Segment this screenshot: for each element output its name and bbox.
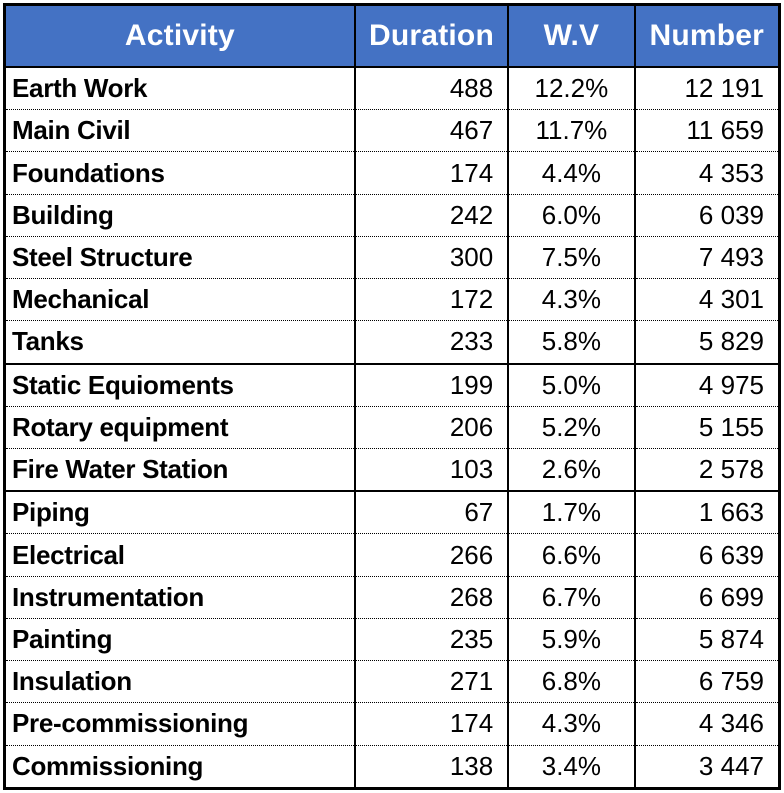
table-row: Main Civil 467 11.7% 11 659: [4, 109, 780, 152]
wv-cell: 7.5%: [507, 235, 635, 279]
duration-cell: 242: [353, 193, 509, 237]
duration-cell: 233: [353, 320, 509, 364]
header-duration: Duration: [353, 4, 509, 68]
activity-cell: Commissioning: [4, 744, 355, 789]
table-row: Insulation 271 6.8% 6 759: [4, 660, 780, 703]
activity-cell: Main Civil: [4, 109, 355, 152]
table-row: Electrical 266 6.6% 6 639: [4, 533, 780, 577]
activity-cell: Painting: [4, 617, 355, 661]
wv-cell: 6.6%: [507, 533, 635, 577]
activity-cell: Mechanical: [4, 278, 355, 321]
activity-cell: Instrumentation: [4, 575, 355, 619]
activity-cell: Foundations: [4, 151, 355, 195]
wv-cell: 6.0%: [507, 193, 635, 237]
table-row: Building 242 6.0% 6 039: [4, 193, 780, 237]
duration-cell: 266: [353, 533, 509, 577]
table-row: Instrumentation 268 6.7% 6 699: [4, 575, 780, 619]
number-cell: 12 191: [633, 67, 780, 110]
number-cell: 4 353: [633, 151, 780, 195]
wv-cell: 2.6%: [507, 448, 635, 492]
wv-cell: 4.3%: [507, 278, 635, 321]
table-body: Earth Work 488 12.2% 12 191 Main Civil 467 11.…: [4, 67, 780, 789]
duration-cell: 174: [353, 702, 509, 746]
number-cell: 1 663: [633, 490, 780, 534]
table-row: Mechanical 172 4.3% 4 301: [4, 278, 780, 321]
wv-cell: 1.7%: [507, 490, 635, 534]
number-cell: 4 301: [633, 278, 780, 321]
table-row: Fire Water Station 103 2.6% 2 578: [4, 448, 780, 492]
number-cell: 4 346: [633, 702, 780, 746]
activity-cell: Electrical: [4, 533, 355, 577]
activity-cell: Rotary equipment: [4, 405, 355, 449]
header-number: Number: [633, 4, 780, 68]
table-row: Steel Structure 300 7.5% 7 493: [4, 235, 780, 279]
activity-cell: Fire Water Station: [4, 448, 355, 492]
activity-cell: Tanks: [4, 320, 355, 364]
wv-cell: 4.4%: [507, 151, 635, 195]
wv-cell: 3.4%: [507, 744, 635, 789]
wv-cell: 5.0%: [507, 362, 635, 407]
number-cell: 7 493: [633, 235, 780, 279]
wv-cell: 12.2%: [507, 67, 635, 110]
number-cell: 6 639: [633, 533, 780, 577]
wv-cell: 5.9%: [507, 617, 635, 661]
wv-cell: 5.8%: [507, 320, 635, 364]
number-cell: 3 447: [633, 744, 780, 789]
activity-cell: Insulation: [4, 660, 355, 703]
activity-cell: Building: [4, 193, 355, 237]
duration-cell: 138: [353, 744, 509, 789]
wv-cell: 6.7%: [507, 575, 635, 619]
number-cell: 5 829: [633, 320, 780, 364]
duration-cell: 271: [353, 660, 509, 703]
duration-cell: 300: [353, 235, 509, 279]
activity-cell: Piping: [4, 490, 355, 534]
number-cell: 5 155: [633, 405, 780, 449]
activity-cell: Pre-commissioning: [4, 702, 355, 746]
header-row: Activity Duration W.V Number: [4, 4, 780, 68]
activity-cell: Steel Structure: [4, 235, 355, 279]
table-row: Commissioning 138 3.4% 3 447: [4, 744, 780, 789]
wv-cell: 6.8%: [507, 660, 635, 703]
wv-cell: 4.3%: [507, 702, 635, 746]
table-row: Piping 67 1.7% 1 663: [4, 490, 780, 534]
duration-cell: 174: [353, 151, 509, 195]
wv-cell: 5.2%: [507, 405, 635, 449]
number-cell: 5 874: [633, 617, 780, 661]
duration-cell: 268: [353, 575, 509, 619]
number-cell: 11 659: [633, 109, 780, 152]
table-row: Pre-commissioning 174 4.3% 4 346: [4, 702, 780, 746]
number-cell: 6 699: [633, 575, 780, 619]
table-row: Static Equioments 199 5.0% 4 975: [4, 362, 780, 407]
activity-table: Activity Duration W.V Number Earth Work 4…: [3, 3, 781, 790]
table-header: Activity Duration W.V Number: [4, 4, 780, 68]
wv-cell: 11.7%: [507, 109, 635, 152]
duration-cell: 67: [353, 490, 509, 534]
duration-cell: 172: [353, 278, 509, 321]
activity-cell: Earth Work: [12, 73, 148, 104]
header-activity: Activity: [4, 4, 355, 68]
number-cell: 4 975: [633, 362, 780, 407]
duration-cell: 467: [353, 109, 509, 152]
number-cell: 6 039: [633, 193, 780, 237]
table-row: Painting 235 5.9% 5 874: [4, 617, 780, 661]
number-cell: 2 578: [633, 448, 780, 492]
table-row: Rotary equipment 206 5.2% 5 155: [4, 405, 780, 449]
header-wv: W.V: [507, 4, 635, 68]
table-row: Tanks 233 5.8% 5 829: [4, 320, 780, 364]
activity-cell: Static Equioments: [4, 362, 355, 407]
duration-cell: 235: [353, 617, 509, 661]
duration-cell: 199: [353, 362, 509, 407]
table-row: Earth Work 488 12.2% 12 191: [5, 67, 780, 110]
duration-cell: 103: [353, 448, 509, 492]
table-row: Foundations 174 4.4% 4 353: [4, 151, 780, 195]
duration-cell: 206: [353, 405, 509, 449]
number-cell: 6 759: [633, 660, 780, 703]
duration-cell: 488: [353, 67, 509, 110]
